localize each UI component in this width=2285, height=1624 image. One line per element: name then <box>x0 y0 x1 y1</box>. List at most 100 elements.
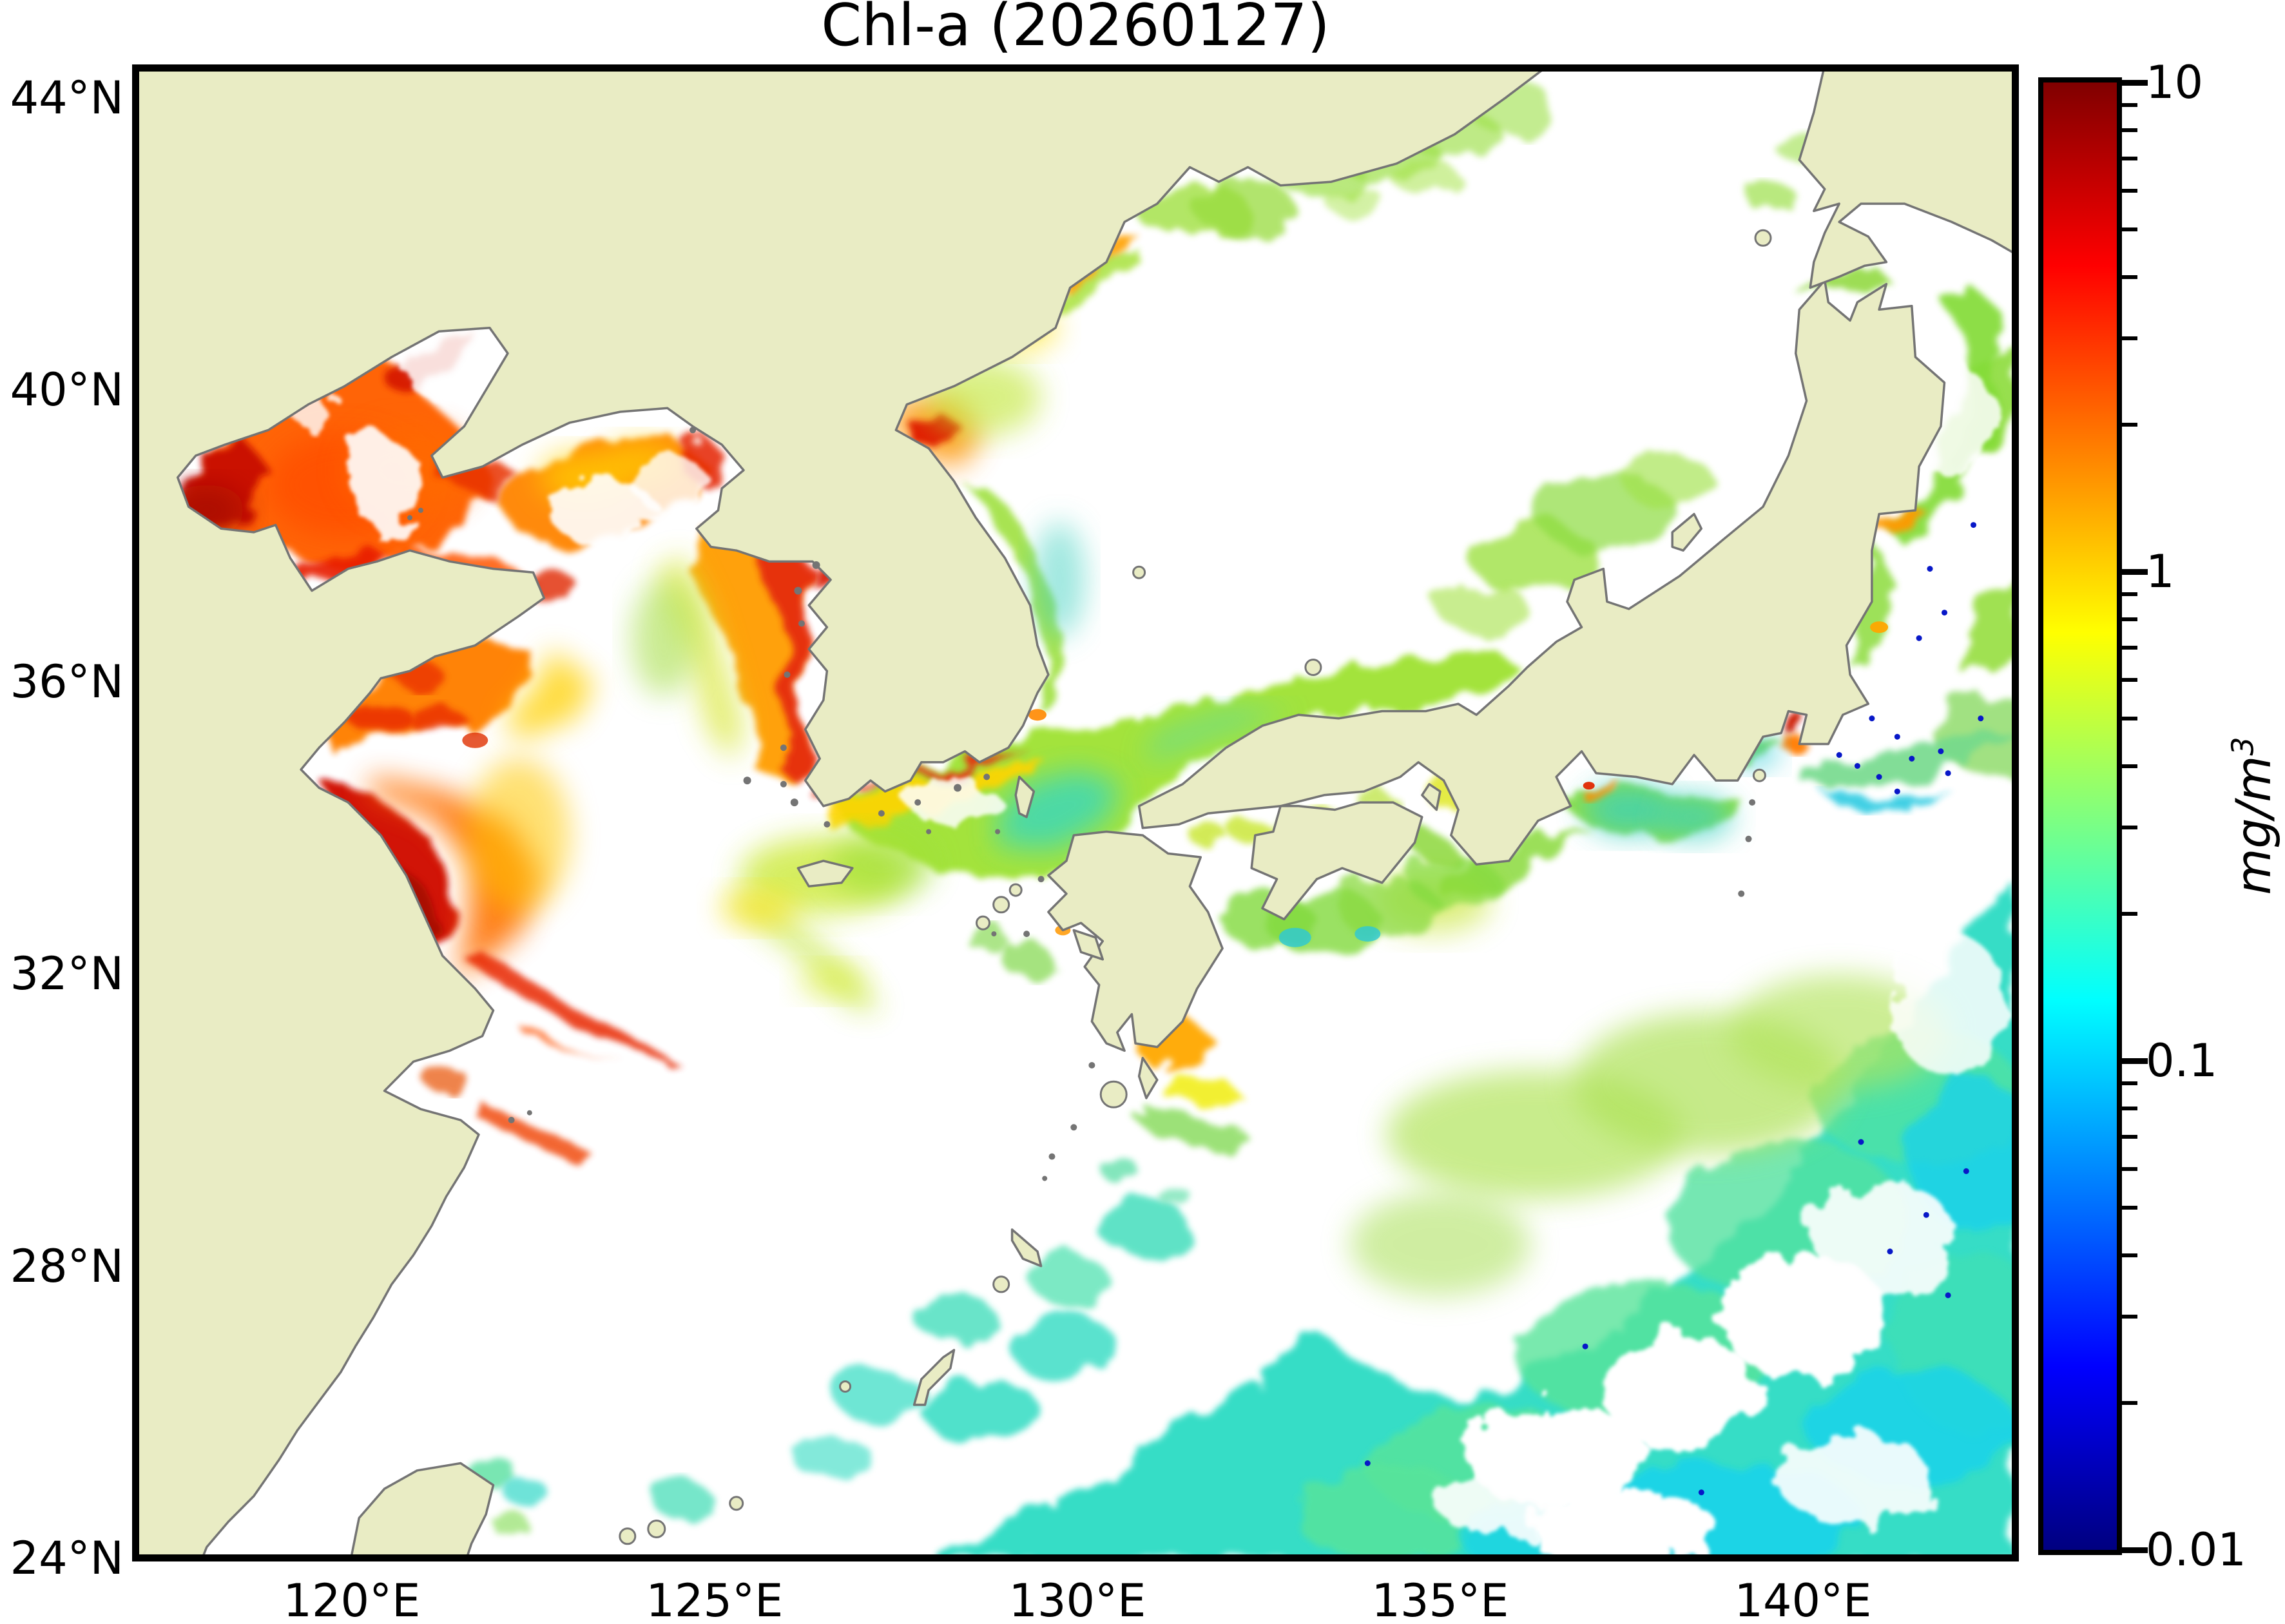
islet-speck-layer <box>407 427 1984 1496</box>
low-chl-speck <box>1938 748 1944 755</box>
low-chl-speck <box>1364 1460 1371 1466</box>
land-polygon <box>1137 279 1946 866</box>
chl-patch <box>1192 181 1296 233</box>
colorbar-minor-tick <box>2122 1206 2137 1210</box>
island <box>839 1380 852 1393</box>
chl-patch <box>279 543 392 584</box>
chl-patch <box>1525 1490 1719 1554</box>
islet-speck <box>526 1110 532 1116</box>
islet-speck <box>407 515 412 521</box>
chl-patch <box>836 1371 927 1424</box>
colorbar-major-tick <box>2122 569 2148 575</box>
land-polygon <box>796 860 854 888</box>
island <box>1099 1080 1128 1108</box>
island <box>976 915 990 931</box>
land-polygon <box>1014 775 1036 818</box>
low-chl-speck <box>1978 715 1984 722</box>
chl-patch <box>829 832 933 897</box>
colorbar-minor-tick <box>2122 911 2137 916</box>
y-axis-label: 44°N <box>10 71 124 124</box>
colorbar-minor-tick <box>2122 645 2137 650</box>
chl-patch <box>351 423 418 540</box>
chl-patch <box>967 928 1013 954</box>
colorbar-minor-tick <box>2122 189 2137 193</box>
chl-patch <box>1655 794 1733 840</box>
chl-patch <box>758 539 820 784</box>
island <box>992 896 1010 914</box>
islet-speck <box>790 798 798 807</box>
low-chl-speck <box>1942 610 1947 616</box>
colorbar-minor-tick <box>2122 1134 2137 1139</box>
islet-speck <box>954 784 962 792</box>
colorbar-minor-tick <box>2122 1106 2137 1110</box>
islet-speck <box>794 586 802 595</box>
chlorophyll-data-layer <box>168 86 2012 1554</box>
land-polygon <box>1137 1056 1159 1099</box>
land-polygon <box>912 1349 956 1406</box>
islet-speck <box>812 561 820 569</box>
chl-patch <box>1802 729 2012 788</box>
chl-patch <box>1782 710 1807 733</box>
chart-title: Chl-a (20260127) <box>821 0 1330 59</box>
chl-patch <box>504 649 595 740</box>
land-polygon <box>1072 929 1104 961</box>
chl-patch <box>1403 820 1466 865</box>
chl-patch <box>1028 709 1046 721</box>
low-chl-speck <box>1916 635 1922 641</box>
land-polygon <box>351 1462 495 1554</box>
low-chl-speck <box>1836 752 1842 758</box>
chl-patch <box>1001 943 1053 976</box>
chl-patch <box>1393 159 1458 198</box>
colorbar-major-tick <box>2122 80 2148 86</box>
chl-patch <box>1011 1311 1115 1382</box>
colorbar-minor-tick <box>2122 336 2137 340</box>
chl-patch <box>503 1479 549 1505</box>
land-polygon <box>1798 72 2012 289</box>
island <box>729 1496 744 1511</box>
chl-patch <box>1962 576 2012 675</box>
colorbar-minor-tick <box>2122 825 2137 829</box>
chl-patch <box>1846 543 1898 668</box>
chl-patch <box>1583 784 1674 836</box>
chl-patch <box>462 732 488 748</box>
chl-patch <box>1355 926 1381 942</box>
y-axis-label: 32°N <box>10 947 124 1001</box>
chl-patch <box>1324 184 1382 217</box>
low-chl-speck <box>1971 522 1976 528</box>
y-axis-label: 28°N <box>10 1239 124 1293</box>
island <box>647 1520 666 1538</box>
islet-speck <box>1738 890 1745 897</box>
colorbar <box>2038 77 2122 1555</box>
chl-patch <box>1776 1433 1931 1523</box>
chl-patch <box>488 1510 527 1534</box>
colorbar-minor-tick <box>2122 764 2137 769</box>
islet-speck <box>926 829 932 835</box>
colorbar-tick-label: 1 <box>2146 545 2175 598</box>
colorbar-minor-tick <box>2122 617 2137 621</box>
chl-patch <box>468 952 675 1058</box>
x-axis-label: 130°E <box>1008 1574 1146 1624</box>
chl-patch <box>1870 621 1889 633</box>
islet-speck <box>1023 931 1030 938</box>
low-chl-speck <box>1945 1292 1951 1299</box>
colorbar-minor-tick <box>2122 128 2137 132</box>
colorbar-minor-tick <box>2122 156 2137 160</box>
islet-speck <box>508 1117 515 1123</box>
map-canvas <box>139 72 2012 1554</box>
islet-speck <box>824 821 831 828</box>
colorbar-ticks <box>2122 80 2161 1553</box>
chl-patch <box>909 780 999 826</box>
islet-speck <box>1048 1153 1056 1160</box>
colorbar-minor-tick <box>2122 1314 2137 1319</box>
low-chl-speck <box>1894 733 1900 740</box>
chl-patch <box>628 455 706 507</box>
chl-patch <box>423 1068 469 1092</box>
islet-speck <box>983 773 990 780</box>
colorbar-minor-tick <box>2122 102 2137 107</box>
chl-patch <box>1777 733 1811 751</box>
islet-speck <box>780 744 787 751</box>
colorbar-minor-tick <box>2122 1400 2137 1405</box>
chl-patch <box>1155 1183 1188 1203</box>
colorbar-minor-tick <box>2122 717 2137 721</box>
